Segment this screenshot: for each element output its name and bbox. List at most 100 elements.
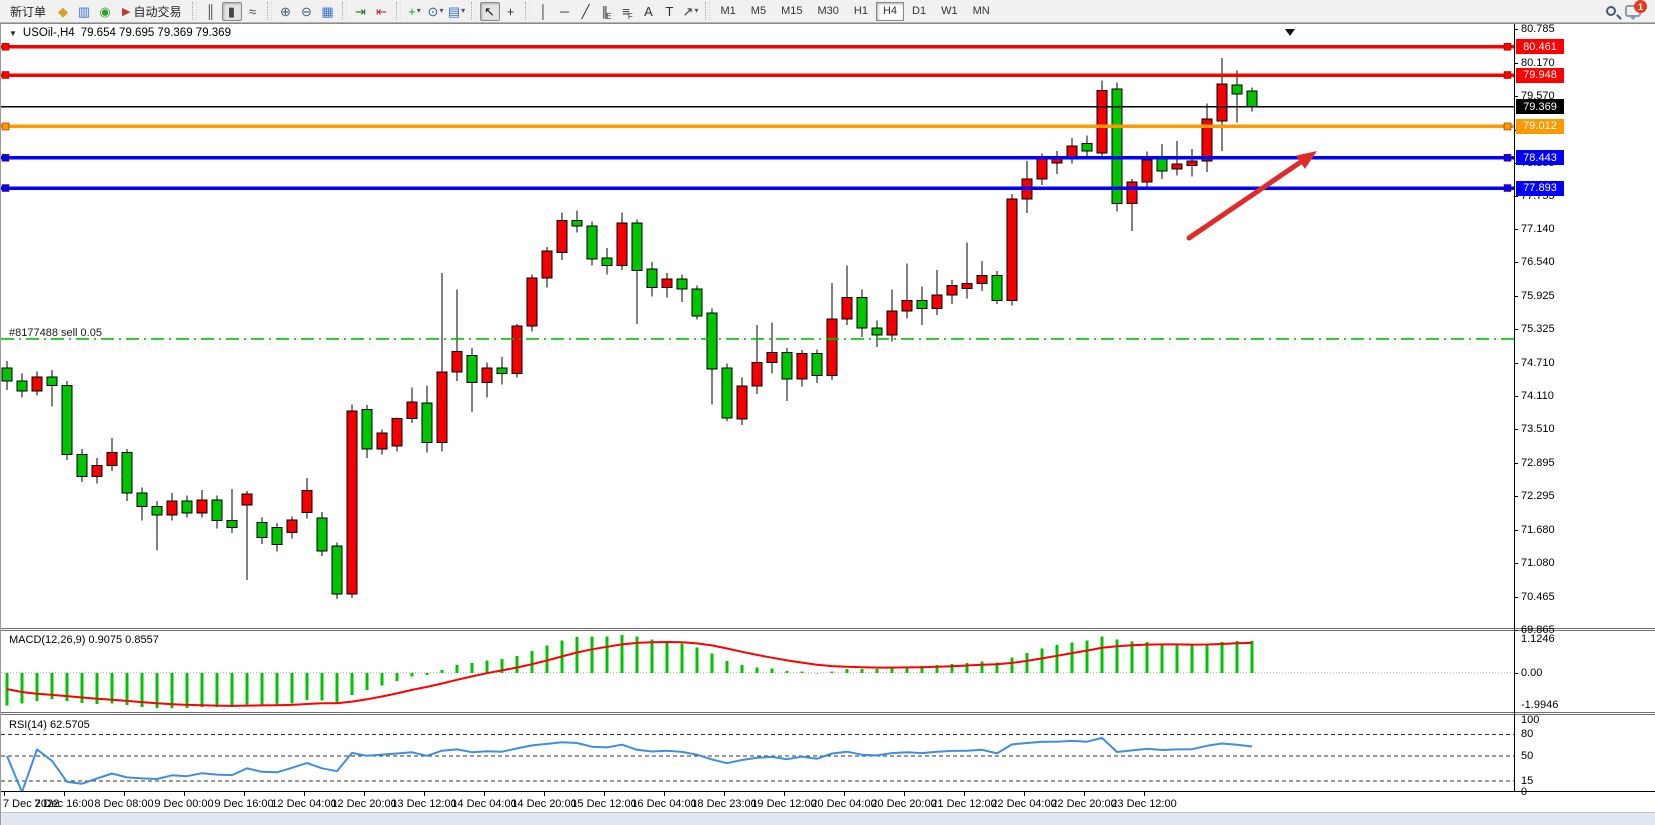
support-line-77893-anchor[interactable] [1,184,10,192]
candle [1111,82,1123,212]
price-tick-label: 71.680 [1521,523,1555,536]
price-tick-mark [1514,462,1518,464]
macd-pane-separator[interactable] [1,628,1655,631]
price-tick-mark [1514,262,1518,264]
autotrading-button[interactable]: ▶ 自动交易 [116,2,187,21]
timeframe-button-m5[interactable]: M5 [750,5,767,17]
time-label: 20 Dec 20:00 [871,798,937,810]
price-pane[interactable] [1,24,1514,628]
time-label: 18 Dec 23:00 [691,798,757,810]
macd-pane[interactable] [1,631,1514,712]
timeframe-button-h1[interactable]: H1 [853,5,868,17]
timeframe-button-d1[interactable]: D1 [912,5,927,17]
resistance-line-80461-anchor[interactable] [1,43,10,51]
candle [286,516,298,539]
chart-title-symbol: USOil-,H4 [22,27,75,39]
resistance-line-80461-anchor[interactable] [1503,43,1512,51]
price-tick-mark [1514,363,1518,365]
chart-shift-marker-icon[interactable] [1285,29,1295,36]
macd-tick-mark [1514,672,1518,674]
timeframe-button-mn[interactable]: MN [972,5,990,17]
indicators-icon[interactable]: + ▾ [408,3,421,19]
time-label: 7 Dec 16:00 [34,798,94,810]
vertical-line-icon[interactable]: │ [539,3,548,19]
time-axis[interactable]: 7 Dec 2022 7 Dec 16:00 8 Dec 08:00 9 Dec 00… [1,791,1655,812]
trend-arrow-annotation[interactable] [1186,159,1303,241]
timeframe-button-m15[interactable]: M15 [781,5,803,17]
market-watch-icon[interactable]: ◆ [58,3,69,19]
pivot-line-79012-anchor[interactable] [1,122,10,131]
candlestick-type-icon[interactable]: ▮ [221,1,242,21]
cursor-icon[interactable]: ↖ [479,1,500,21]
candle [946,280,958,305]
chart-shift-icon[interactable]: ⇤ [376,3,387,19]
candle [511,324,523,378]
resistance-line-79948-anchor[interactable] [1503,71,1512,79]
support-line-77893-anchor[interactable] [1503,184,1512,192]
candle [826,282,838,381]
timeframe-button-h4[interactable]: H4 [875,1,904,21]
support-line-78443-anchor[interactable] [1,154,10,162]
tile-windows-icon[interactable]: ▦ [321,3,334,19]
candle [991,271,1003,305]
candle [181,495,193,518]
horizontal-line-icon[interactable]: ─ [559,3,570,19]
time-label: 9 Dec 00:00 [154,798,214,810]
candle [571,210,583,233]
arrows-icon[interactable]: ↗ ▾ [682,3,699,19]
equidistant-channel-icon[interactable]: ∥ E [601,3,612,21]
macd-axis-min: -1.9946 [1521,699,1559,711]
templates-icon[interactable]: ▤ ▾ [447,3,466,19]
candle [31,371,43,396]
chat-icon[interactable]: 1 [1625,0,1647,20]
chart-window[interactable]: ▼ USOil-,H4 79.654 79.695 79.369 79.369 … [0,23,1655,825]
bar-chart-type-icon[interactable]: ║ [205,3,216,19]
candle [1006,194,1018,306]
crosshair-icon[interactable]: + [506,3,515,19]
candle [46,370,58,407]
candle [541,247,553,288]
timeframe-button-m30[interactable]: M30 [817,5,839,17]
candle [106,437,118,471]
periods-icon[interactable]: ⊙ ▾ [427,3,444,19]
time-label: 12 Dec 20:00 [331,798,397,810]
rsi-pane[interactable] [1,716,1514,791]
new-order-button[interactable]: 新订单 [10,4,47,19]
zoom-out-icon[interactable]: ⊖ [301,3,312,19]
chart-window-icon[interactable]: ▥ [77,3,91,19]
collapse-triangle-icon[interactable]: ▼ [9,28,17,38]
price-badge-79369: 79.369 [1516,99,1564,115]
candle [376,429,388,455]
macd-indicator-label: MACD(12,26,9) 0.9075 0.8557 [9,634,159,646]
rsi-axis-label-0: 0 [1521,786,1528,798]
rsi-axis-label-80: 80 [1521,728,1534,741]
fibonacci-icon[interactable]: ≡ F [622,3,633,21]
price-tick-mark [1514,629,1518,631]
time-label: 21 Dec 12:00 [931,798,997,810]
price-tick-mark [1514,95,1518,97]
pivot-line-79012-anchor[interactable] [1503,122,1512,131]
connection-signal-icon[interactable]: ◉ [99,3,111,19]
time-tick-mark [244,792,245,796]
rsi-pane-separator[interactable] [1,712,1655,715]
zoom-in-icon[interactable]: ⊕ [280,3,291,19]
candle [856,289,868,338]
price-badge-79948: 79.948 [1516,67,1564,83]
toolbar-separator [191,2,197,20]
text-label-icon[interactable]: T [665,3,674,19]
support-line-78443-anchor[interactable] [1503,154,1512,162]
time-label: 12 Dec 04:00 [271,798,337,810]
candle [586,221,598,266]
trendline-icon[interactable]: ╱ [581,3,590,19]
timeframe-button-w1[interactable]: W1 [941,5,958,17]
candle [421,385,433,453]
text-icon[interactable]: A [644,3,653,19]
resistance-line-79948-anchor[interactable] [1,71,10,79]
auto-scroll-icon[interactable]: ⇥ [355,3,366,19]
line-chart-type-icon[interactable]: ≈ [248,3,257,19]
price-badge-78443: 78.443 [1516,150,1564,166]
search-icon[interactable] [1606,6,1616,16]
toolbar-separator [266,2,272,20]
timeframe-button-m1[interactable]: M1 [720,5,736,17]
candle [886,289,898,342]
